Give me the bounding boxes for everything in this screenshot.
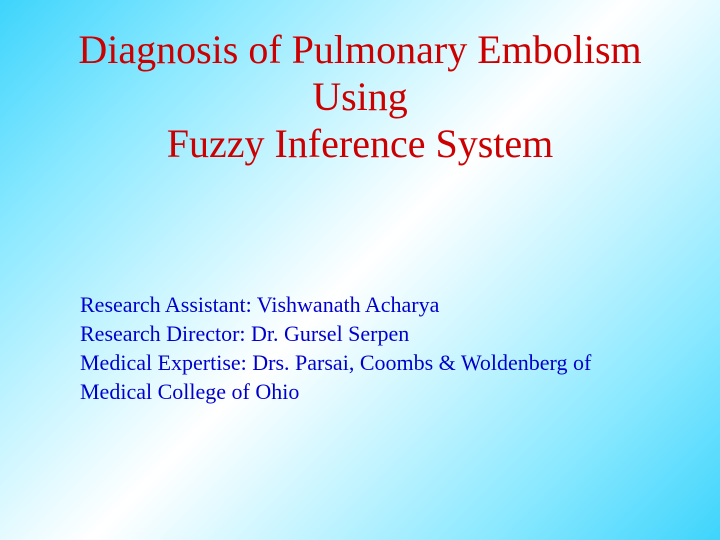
title-line-2: Using (0, 73, 720, 120)
body-block: Research Assistant: Vishwanath Acharya R… (80, 290, 660, 406)
body-line-1: Research Assistant: Vishwanath Acharya (80, 290, 660, 319)
body-line-4: Medical College of Ohio (80, 377, 660, 406)
title-block: Diagnosis of Pulmonary Embolism Using Fu… (0, 26, 720, 168)
body-line-3: Medical Expertise: Drs. Parsai, Coombs &… (80, 348, 660, 377)
slide: Diagnosis of Pulmonary Embolism Using Fu… (0, 0, 720, 540)
title-line-1: Diagnosis of Pulmonary Embolism (0, 26, 720, 73)
title-line-3: Fuzzy Inference System (0, 120, 720, 167)
body-line-2: Research Director: Dr. Gursel Serpen (80, 319, 660, 348)
